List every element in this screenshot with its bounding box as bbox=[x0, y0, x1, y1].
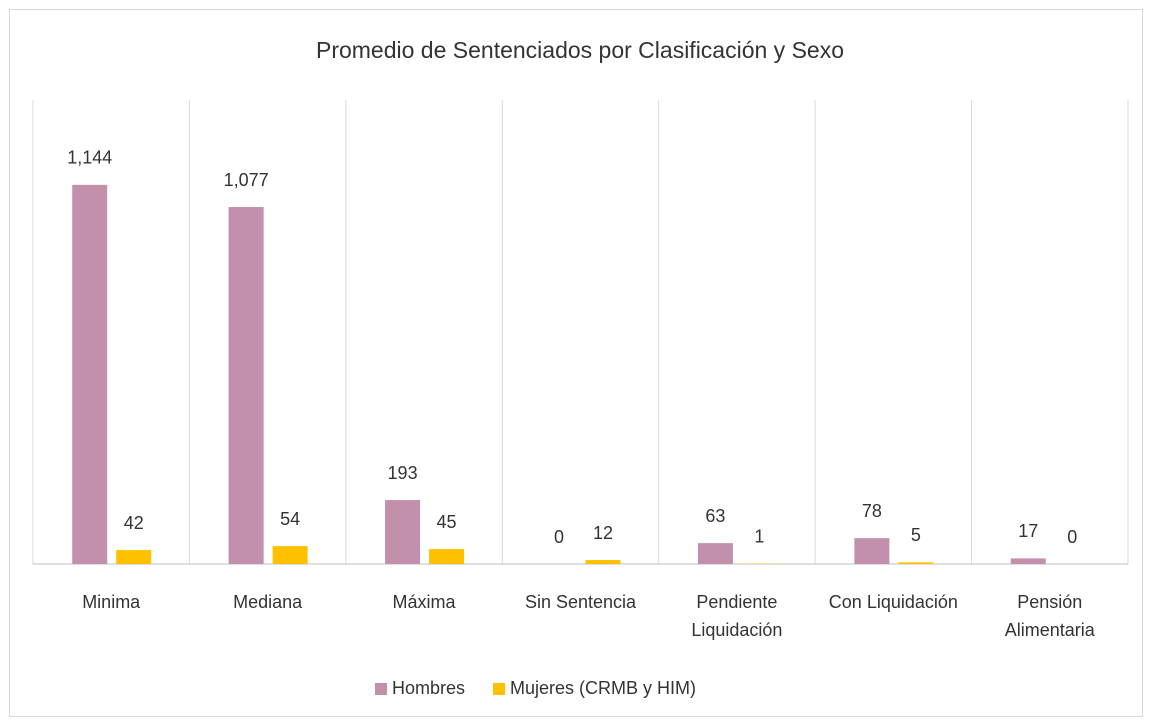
data-label: 0 bbox=[1067, 527, 1077, 547]
legend-swatch bbox=[375, 683, 387, 695]
bar bbox=[429, 549, 465, 564]
chart-title: Promedio de Sentenciados por Clasificaci… bbox=[316, 37, 844, 63]
data-label: 42 bbox=[124, 513, 144, 533]
legend-label: Mujeres (CRMB y HIM) bbox=[510, 678, 696, 698]
data-label: 12 bbox=[593, 523, 613, 543]
data-label: 1,144 bbox=[67, 148, 112, 168]
bar bbox=[697, 543, 733, 564]
legend-swatch bbox=[493, 683, 506, 695]
data-label: 5 bbox=[911, 525, 921, 545]
data-label: 17 bbox=[1018, 521, 1038, 541]
x-tick-label: Mediana bbox=[233, 592, 303, 612]
x-tick-label: Con Liquidación bbox=[828, 592, 958, 612]
bar bbox=[272, 546, 308, 564]
bar bbox=[72, 184, 108, 565]
x-tick-label: Máxima bbox=[392, 592, 456, 612]
bar bbox=[228, 207, 264, 564]
data-label: 45 bbox=[437, 512, 457, 532]
x-tick-label: Sin Sentencia bbox=[524, 592, 637, 612]
chart-border bbox=[9, 9, 1143, 717]
bar bbox=[1010, 558, 1046, 564]
x-tick-label: Pendiente Liquidación bbox=[691, 592, 783, 640]
data-label: 78 bbox=[862, 501, 882, 521]
data-label: 1,077 bbox=[224, 170, 269, 190]
data-label: 193 bbox=[388, 463, 418, 483]
bar bbox=[585, 560, 621, 564]
bar bbox=[898, 562, 934, 564]
data-label: 63 bbox=[705, 506, 725, 526]
data-label: 1 bbox=[754, 526, 764, 546]
x-tick-label: Minima bbox=[82, 592, 141, 612]
bar bbox=[116, 550, 152, 564]
data-label: 0 bbox=[554, 527, 564, 547]
legend-label: Hombres bbox=[392, 678, 465, 698]
bar bbox=[385, 500, 421, 564]
x-tick-label: Pensión Alimentaria bbox=[1004, 592, 1095, 640]
bar bbox=[854, 538, 890, 564]
data-label: 54 bbox=[280, 509, 300, 529]
